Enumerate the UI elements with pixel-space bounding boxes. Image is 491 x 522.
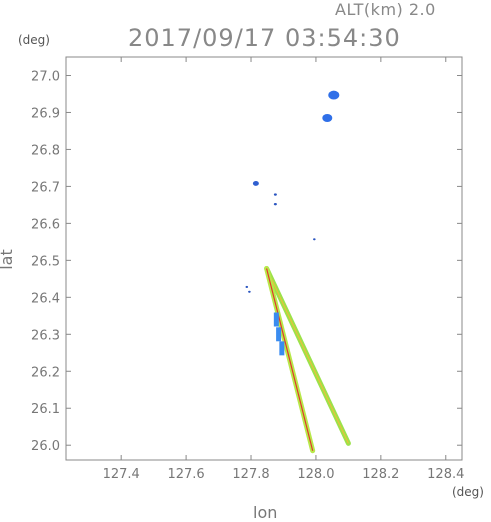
echo-cell bbox=[313, 238, 316, 241]
plot-frame bbox=[65, 56, 463, 461]
y-tick-label: 26.4 bbox=[31, 291, 60, 306]
streak-edge bbox=[266, 268, 314, 451]
x-tick-label: 127.8 bbox=[232, 467, 269, 482]
y-axis-unit: (deg) bbox=[18, 33, 50, 47]
x-tick-label: 128.2 bbox=[362, 467, 399, 482]
y-tick-label: 26.5 bbox=[31, 254, 60, 269]
echo-cell bbox=[328, 90, 340, 100]
streak-layer bbox=[264, 265, 351, 454]
y-tick-label: 26.1 bbox=[31, 402, 60, 417]
y-axis-ticks: 26.0 26.1 26.2 26.3 26.4 26.5 26.6 26.7 26.8 26.9… bbox=[31, 69, 462, 454]
x-tick-label: 127.4 bbox=[103, 467, 140, 482]
y-tick-label: 26.6 bbox=[31, 217, 60, 232]
echo-cell bbox=[252, 181, 259, 186]
x-tick-label: 128.4 bbox=[427, 467, 464, 482]
streak-edge bbox=[266, 268, 349, 444]
x-axis-ticks: 127.4 127.6 127.8 128.0 128.2 128.4 bbox=[103, 57, 464, 482]
echo-cell bbox=[273, 202, 277, 206]
echo-cell bbox=[245, 285, 249, 289]
echo-cell bbox=[322, 114, 333, 123]
echo-cell bbox=[279, 341, 285, 356]
y-tick-label: 26.2 bbox=[31, 365, 60, 380]
y-tick-label: 26.9 bbox=[31, 106, 60, 121]
echo-cell bbox=[276, 327, 282, 342]
echo-layer bbox=[245, 90, 340, 356]
x-axis-unit: (deg) bbox=[452, 485, 484, 499]
y-tick-label: 26.0 bbox=[31, 439, 60, 454]
x-tick-label: 127.6 bbox=[167, 467, 204, 482]
timestamp-title: 2017/09/17 03:54:30 bbox=[128, 24, 401, 52]
x-axis-label: lon bbox=[253, 503, 278, 522]
x-tick-label: 128.0 bbox=[297, 467, 334, 482]
echo-cell bbox=[273, 312, 279, 327]
y-tick-label: 27.0 bbox=[31, 69, 60, 84]
y-tick-label: 26.3 bbox=[31, 328, 60, 343]
altitude-label: ALT(km) 2.0 bbox=[335, 0, 436, 19]
echo-cell bbox=[273, 193, 277, 196]
y-tick-label: 26.8 bbox=[31, 143, 60, 158]
y-tick-label: 26.7 bbox=[31, 180, 60, 195]
echo-cell bbox=[248, 290, 251, 293]
